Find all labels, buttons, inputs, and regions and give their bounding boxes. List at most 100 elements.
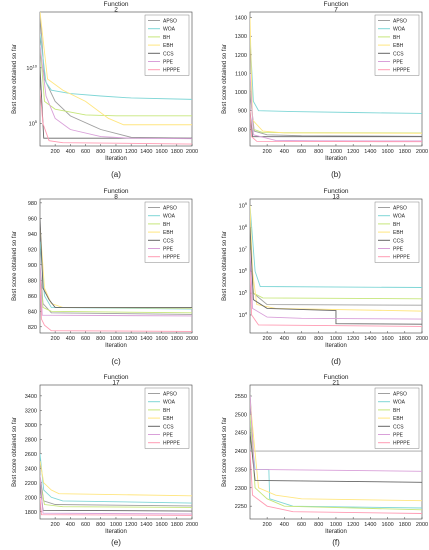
series-line-hpppe <box>40 90 192 145</box>
x-tick-label: 2000 <box>416 522 428 528</box>
y-tick-label: 1100 <box>235 71 247 77</box>
y-tick-label: 2450 <box>235 431 247 437</box>
y-axis-label: Best score obtained so far <box>12 231 18 301</box>
chart-subtitle: 13 <box>332 194 340 201</box>
chart-subtitle: 21 <box>332 380 340 387</box>
y-tick-label: 2350 <box>235 467 247 473</box>
legend: APSO WOA BH EBH CCS PPE HPPPE <box>144 387 190 449</box>
x-axis-label: Iteration <box>105 529 127 535</box>
y-tick-label: 920 <box>28 247 37 253</box>
x-tick-label: 400 <box>280 336 289 342</box>
y-tick-label: 1300 <box>235 34 247 40</box>
x-tick-label: 1000 <box>110 336 122 342</box>
x-axis-label: Iteration <box>325 529 347 535</box>
x-tick-label: 200 <box>51 336 60 342</box>
legend-entry: BH <box>163 408 170 414</box>
x-tick-label: 1000 <box>110 149 122 155</box>
series-line-apso <box>40 12 192 139</box>
x-tick-label: 2000 <box>186 522 198 528</box>
x-tick-label: 800 <box>314 336 323 342</box>
x-tick-label: 800 <box>96 522 105 528</box>
x-tick-label: 1200 <box>125 336 137 342</box>
series-line-ppe <box>40 45 192 140</box>
series-line-bh <box>40 45 192 117</box>
y-tick-label: 1000 <box>235 90 247 96</box>
x-tick-label: 2000 <box>416 149 428 155</box>
x-tick-label: 1000 <box>330 522 342 528</box>
y-tick-label: 2500 <box>235 412 247 418</box>
legend: APSO WOA BH EBH CCS PPE HPPPE <box>374 14 420 76</box>
series-line-apso <box>40 264 192 315</box>
legend-entry: APSO <box>163 19 177 25</box>
y-tick-label: 107 <box>239 245 248 254</box>
legend-entry: BH <box>393 35 400 41</box>
series-line-ccs <box>250 432 422 483</box>
legend-entry: EBH <box>163 43 174 49</box>
y-tick-label: 900 <box>28 263 37 269</box>
subfigure-label: (d) <box>331 357 341 366</box>
legend-entry: CCS <box>163 238 174 244</box>
chart-title: Function <box>324 374 349 381</box>
y-tick-label: 2200 <box>25 481 37 487</box>
y-axis-label: Best score obtained so far <box>12 44 18 114</box>
x-tick-label: 1800 <box>399 149 411 155</box>
x-tick-label: 600 <box>81 522 90 528</box>
legend-entry: APSO <box>393 206 407 212</box>
y-tick-label: 1800 <box>25 510 37 516</box>
x-tick-label: 400 <box>66 522 75 528</box>
x-tick-label: 1800 <box>171 336 183 342</box>
x-tick-label: 1600 <box>155 522 167 528</box>
legend-entry: EBH <box>393 230 404 236</box>
x-tick-label: 1200 <box>125 149 137 155</box>
x-tick-label: 200 <box>263 149 272 155</box>
legend-entry: APSO <box>163 392 177 398</box>
legend-entry: EBH <box>163 416 174 422</box>
y-tick-label: 940 <box>28 232 37 238</box>
x-tick-label: 1600 <box>155 336 167 342</box>
legend-entry: EBH <box>163 230 174 236</box>
series-line-woa <box>250 421 422 509</box>
y-axis-label: Best score obtained so far <box>222 44 228 114</box>
y-tick-label: 1010 <box>26 63 37 72</box>
chart-title: Function <box>324 1 349 8</box>
legend-entry: WOA <box>393 27 406 33</box>
series-line-woa <box>250 36 422 114</box>
x-tick-label: 800 <box>314 522 323 528</box>
x-tick-label: 1000 <box>330 149 342 155</box>
legend-entry: CCS <box>163 51 174 57</box>
legend-entry: BH <box>163 222 170 228</box>
x-tick-label: 600 <box>297 149 306 155</box>
x-tick-label: 1800 <box>399 522 411 528</box>
x-tick-label: 200 <box>51 149 60 155</box>
chart-title: Function <box>104 374 129 381</box>
legend-entry: BH <box>393 222 400 228</box>
legend-entry: WOA <box>393 400 406 406</box>
y-tick-label: 860 <box>28 294 37 300</box>
series-group <box>250 17 422 143</box>
chart-subtitle: 7 <box>334 7 338 14</box>
series-line-ebh <box>250 17 422 134</box>
x-tick-label: 1400 <box>140 149 152 155</box>
legend: APSO WOA BH EBH CCS PPE HPPPE <box>374 387 420 449</box>
legend-entry: CCS <box>393 424 404 430</box>
x-axis-label: Iteration <box>325 343 347 349</box>
series-line-ppe <box>40 475 192 515</box>
x-tick-label: 200 <box>51 522 60 528</box>
x-tick-label: 600 <box>297 336 306 342</box>
x-tick-label: 1200 <box>347 336 359 342</box>
legend-entry: HPPPE <box>163 68 181 74</box>
x-tick-label: 600 <box>81 336 90 342</box>
x-tick-label: 200 <box>263 522 272 528</box>
y-tick-label: 104 <box>239 310 248 319</box>
x-tick-label: 400 <box>66 336 75 342</box>
y-tick-label: 800 <box>238 127 247 133</box>
y-axis-label: Best score obtained so far <box>222 417 228 487</box>
y-axis-label: Best score obtained so far <box>222 231 228 301</box>
x-axis-label: Iteration <box>325 156 347 162</box>
x-axis-label: Iteration <box>105 156 127 162</box>
